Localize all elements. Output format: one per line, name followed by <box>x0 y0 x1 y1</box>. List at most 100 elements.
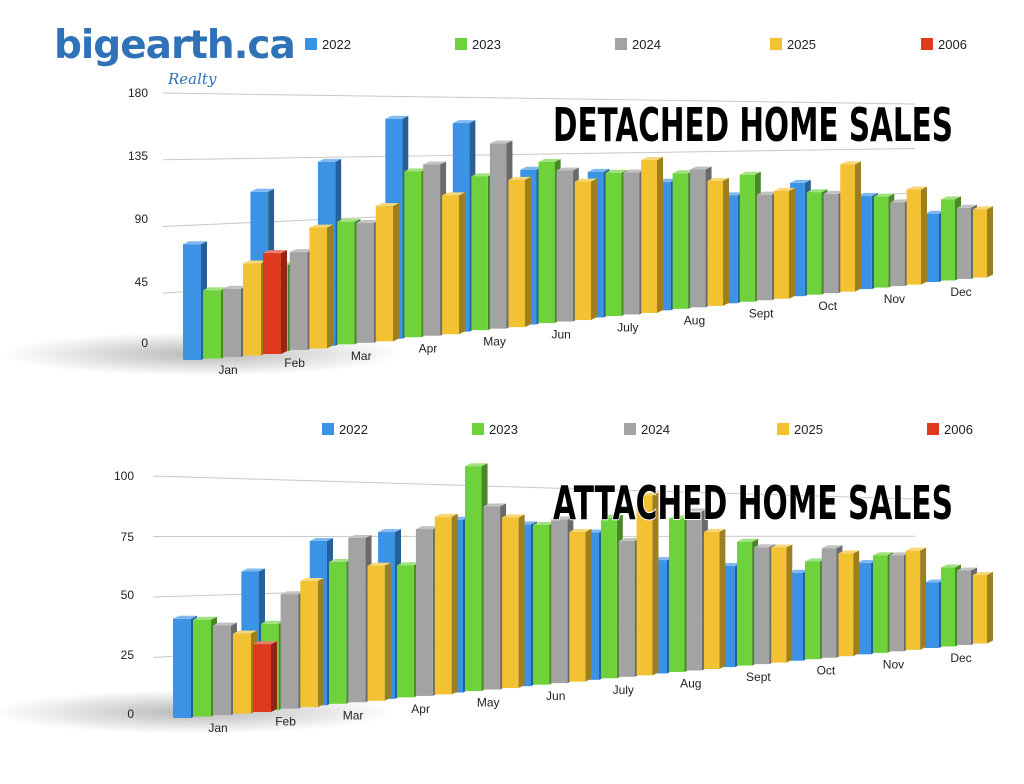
x-tick-label: Dec <box>950 285 971 299</box>
bar-side <box>585 528 592 682</box>
x-tick-label: Oct <box>817 664 836 678</box>
bar-top <box>925 579 945 583</box>
bar-front <box>601 517 617 679</box>
bar-group-nov <box>856 547 927 655</box>
bar-apr-2025 <box>434 513 458 695</box>
x-tick-label: Aug <box>680 676 701 690</box>
bar-top <box>397 562 420 566</box>
bar-top <box>739 171 761 175</box>
legend-label-2025: 2025 <box>794 422 823 437</box>
bar-front <box>253 644 271 712</box>
legend-swatch-2022 <box>322 423 334 435</box>
bar-side <box>281 250 287 354</box>
bar-may-2025 <box>508 176 532 328</box>
bar-jun-2025 <box>569 528 592 682</box>
bar-top <box>754 544 776 548</box>
bar-top <box>233 630 257 634</box>
bar-front <box>348 537 366 703</box>
bar-group-jan <box>183 241 287 360</box>
bar-front <box>243 263 261 356</box>
logo-text: bigearth.ca <box>54 23 296 68</box>
y-tick-label: 25 <box>121 648 135 662</box>
bar-top <box>806 189 828 193</box>
bar-top <box>889 552 910 556</box>
bar-side <box>921 186 927 285</box>
bar-front <box>263 253 281 354</box>
bar-front <box>300 581 318 708</box>
bar-group-oct <box>788 545 860 661</box>
bar-top <box>193 616 217 620</box>
bar-feb-2025 <box>300 578 324 708</box>
bar-top <box>587 168 610 172</box>
bar-side <box>327 224 333 349</box>
y-tick-label: 180 <box>128 86 148 100</box>
bar-front <box>857 196 872 290</box>
bar-jan-2006 <box>253 641 277 712</box>
bar-top <box>905 547 927 551</box>
bar-side <box>384 562 391 701</box>
bar-top <box>925 210 945 214</box>
bar-top <box>375 203 399 207</box>
bar-top <box>434 513 458 517</box>
bar-group-aug <box>651 508 726 674</box>
bar-front <box>233 633 251 714</box>
bar-top <box>838 550 860 554</box>
x-tick-label: July <box>613 683 634 697</box>
bar-top <box>471 173 494 177</box>
bar-feb-2025 <box>309 224 333 349</box>
bar-front <box>415 529 433 696</box>
bar-top <box>520 166 543 170</box>
bar-nov-2025 <box>905 547 927 650</box>
bar-top <box>263 250 287 254</box>
legend-swatch-2023 <box>455 38 467 50</box>
y-tick-label: 75 <box>121 530 135 544</box>
bar-top <box>317 158 342 162</box>
bar-front <box>280 594 299 709</box>
y-tick-label: 100 <box>114 469 134 483</box>
legend-label-2022: 2022 <box>339 422 368 437</box>
legend-label-2023: 2023 <box>472 37 501 52</box>
bar-front <box>533 524 550 685</box>
bar-top <box>771 544 793 548</box>
bar-front <box>838 553 854 657</box>
bar-front <box>636 495 653 676</box>
bar-top <box>442 192 465 196</box>
bar-front <box>442 195 459 335</box>
legend-swatch-2006 <box>921 38 933 50</box>
bar-front <box>840 164 855 292</box>
bar-top <box>574 178 597 182</box>
x-tick-label: Mar <box>343 708 364 722</box>
bar-top <box>641 157 663 161</box>
x-tick-label: Jun <box>546 689 565 703</box>
bar-july-2025 <box>636 492 659 676</box>
bar-top <box>289 249 314 253</box>
x-tick-label: Nov <box>883 657 904 671</box>
bar-side <box>271 641 277 712</box>
bar-front <box>423 164 441 336</box>
bar-top <box>489 140 513 144</box>
bar-front <box>309 227 327 349</box>
bar-aug-2025 <box>703 528 726 669</box>
x-tick-label: May <box>483 335 506 349</box>
legend-label-2024: 2024 <box>632 37 661 52</box>
bar-top <box>551 516 574 520</box>
bar-top <box>821 545 843 549</box>
x-tick-label: Feb <box>275 715 296 729</box>
bar-jan-2006 <box>263 250 287 354</box>
bar-front <box>193 619 211 717</box>
bar-side <box>591 178 597 321</box>
legend-label-2006: 2006 <box>938 37 967 52</box>
bar-top <box>805 558 826 562</box>
bar-top <box>250 188 275 192</box>
x-tick-label: Feb <box>284 356 305 370</box>
bar-front <box>397 565 414 698</box>
bar-top <box>385 115 409 119</box>
bar-front <box>941 199 955 281</box>
bar-top <box>533 521 556 525</box>
bar-front <box>806 192 822 295</box>
bar-front <box>508 179 525 328</box>
legend-swatch-2024 <box>624 423 636 435</box>
gridline <box>162 92 916 105</box>
bar-top <box>890 199 911 203</box>
